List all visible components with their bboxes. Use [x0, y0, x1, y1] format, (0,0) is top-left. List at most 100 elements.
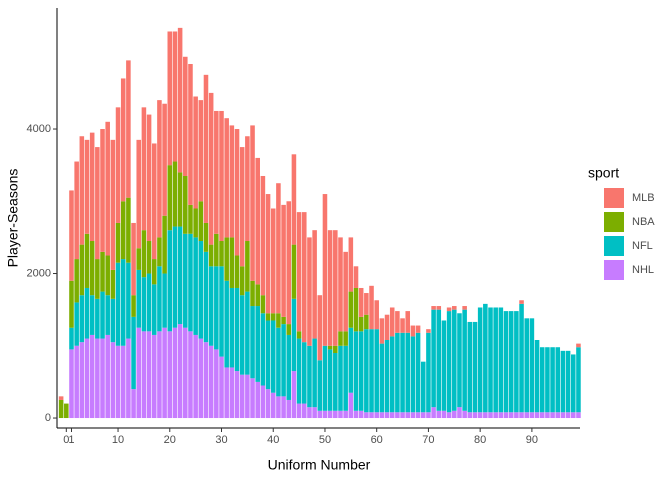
- bar-segment: [167, 31, 173, 166]
- bar-segment: [141, 230, 147, 278]
- bar-segment: [529, 412, 535, 419]
- bar-segment: [193, 96, 198, 209]
- bar-segment: [333, 345, 338, 354]
- bar-segment: [172, 226, 178, 328]
- bar-segment: [322, 410, 328, 419]
- bar-segment: [250, 378, 255, 419]
- bar-segment: [400, 318, 405, 333]
- bar-segment: [260, 295, 266, 314]
- bar-segment: [327, 345, 333, 350]
- bar-segment: [214, 349, 219, 419]
- x-tick-label: 80: [474, 434, 486, 446]
- bar-segment: [100, 338, 105, 419]
- bar-segment: [131, 389, 136, 419]
- bar-segment: [260, 313, 266, 386]
- bar-segment: [69, 190, 74, 281]
- bar-segment: [208, 345, 214, 419]
- bar-segment: [281, 316, 286, 325]
- bar-segment: [462, 306, 467, 310]
- bar-segment: [146, 114, 152, 242]
- bar-segment: [239, 266, 245, 296]
- bar-segment: [157, 100, 162, 238]
- bar-segment: [364, 412, 369, 419]
- bar-segment: [358, 287, 364, 317]
- x-tick-label: 90: [526, 434, 538, 446]
- bar-segment: [110, 342, 116, 419]
- bar-segment: [327, 410, 333, 419]
- bar-segment: [281, 396, 286, 419]
- bar-segment: [405, 332, 411, 413]
- bar-segment: [89, 241, 95, 296]
- bar-segment: [198, 100, 204, 202]
- bar-segment: [198, 241, 204, 339]
- bar-segment: [255, 157, 260, 285]
- bar-segment: [234, 129, 240, 256]
- bar-segment: [545, 412, 550, 419]
- bar-segment: [239, 374, 245, 419]
- bar-segment: [167, 331, 173, 419]
- bar-segment: [219, 241, 224, 267]
- bar-segment: [89, 295, 95, 335]
- bar-segment: [260, 385, 266, 419]
- bar-segment: [74, 161, 79, 260]
- bar-segment: [120, 259, 126, 346]
- bar-segment: [234, 255, 240, 288]
- bar-segment: [84, 338, 90, 419]
- bar-segment: [524, 412, 529, 419]
- bar-segment: [84, 233, 90, 288]
- bar-segment: [353, 331, 359, 411]
- bar-segment: [250, 125, 255, 281]
- bar-segment: [317, 360, 323, 411]
- bar-segment: [389, 336, 395, 413]
- bar-segment: [576, 343, 581, 348]
- bar-segment: [384, 339, 390, 413]
- bar-segment: [69, 327, 74, 350]
- bar-segment: [348, 392, 354, 419]
- bar-segment: [296, 212, 302, 332]
- bar-segment: [188, 233, 193, 332]
- bar-segment: [467, 412, 473, 419]
- bar-segment: [136, 139, 142, 249]
- bar-segment: [250, 280, 255, 307]
- bar-segment: [307, 345, 312, 408]
- bar-segment: [286, 201, 292, 325]
- bar-segment: [115, 222, 121, 263]
- bar-segment: [503, 311, 509, 413]
- bar-segment: [374, 412, 379, 419]
- bar-segment: [198, 338, 204, 419]
- bar-segment: [457, 407, 462, 419]
- bar-segment: [141, 107, 147, 231]
- bar-segment: [514, 311, 519, 413]
- bar-segment: [157, 237, 162, 267]
- bar-segment: [519, 412, 524, 419]
- bar-segment: [317, 295, 323, 361]
- bar-segment: [115, 107, 121, 223]
- bar-segment: [420, 361, 426, 413]
- bar-segment: [265, 313, 271, 321]
- bar-segment: [534, 339, 540, 413]
- bar-segment: [151, 259, 157, 285]
- bar-segment: [276, 396, 281, 419]
- bar-segment: [291, 371, 297, 419]
- bar-segment: [177, 324, 183, 419]
- x-tick-label: 60: [371, 434, 383, 446]
- bar-segment: [441, 410, 447, 419]
- bar-segment: [291, 244, 297, 299]
- bar-segment: [333, 353, 338, 411]
- bar-segment: [69, 349, 74, 419]
- bar-segment: [410, 336, 416, 413]
- bar-segment: [188, 331, 193, 419]
- bar-segment: [276, 313, 281, 328]
- bar-segment: [286, 334, 292, 400]
- bar-segment: [358, 331, 364, 411]
- bar-segment: [348, 327, 354, 393]
- bar-segment: [312, 407, 317, 419]
- bar-segment: [193, 208, 198, 238]
- bar-segment: [508, 412, 514, 419]
- y-tick-label: 2000: [27, 267, 51, 279]
- bar-segment: [322, 194, 328, 346]
- bar-segment: [405, 412, 411, 419]
- bar-segment: [208, 244, 214, 267]
- bar-segment: [208, 266, 214, 346]
- bar-segment: [183, 233, 188, 328]
